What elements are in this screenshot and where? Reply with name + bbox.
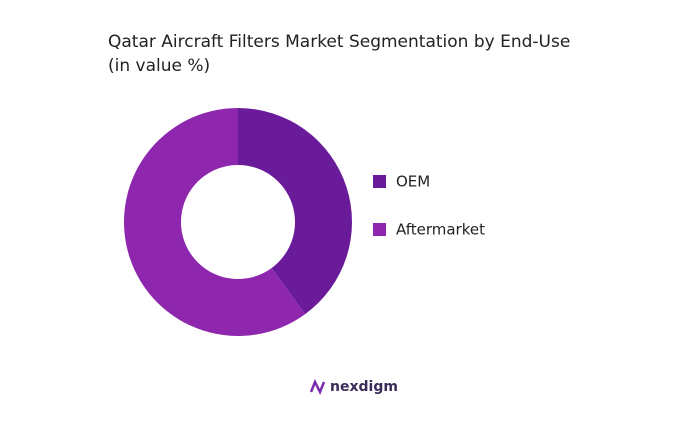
donut-slice (123, 108, 306, 336)
donut-slice (238, 108, 352, 315)
legend-swatch (373, 175, 386, 188)
legend-swatch (373, 223, 386, 236)
legend-label: OEM (396, 173, 430, 191)
brand-name: nexdigm (330, 379, 398, 395)
chart-title: Qatar Aircraft Filters Market Segmentati… (108, 32, 570, 52)
brand-logo (309, 378, 326, 396)
legend-label: Aftermarket (396, 221, 485, 239)
chart-subtitle: (in value %) (108, 56, 210, 76)
